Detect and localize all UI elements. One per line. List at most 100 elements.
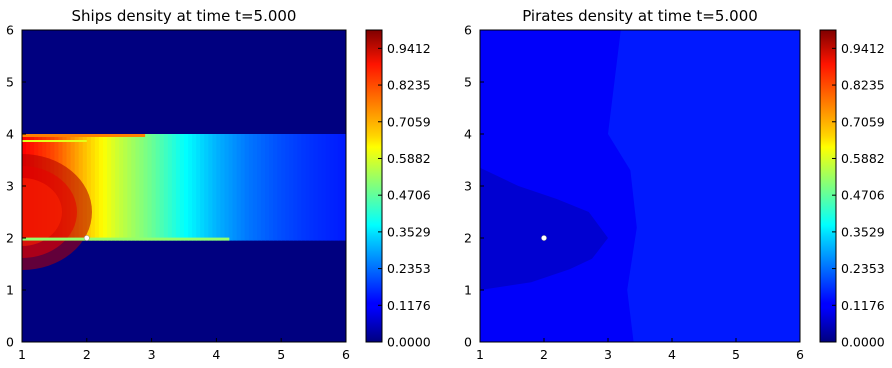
ships-heatmap: [22, 30, 346, 342]
band-cell: [260, 134, 266, 241]
ships-xtick-label: 1: [18, 347, 26, 362]
pirates-cb-tick-label: 0.2353: [841, 261, 885, 276]
band-cell: [228, 134, 234, 241]
band-cell: [256, 134, 262, 241]
pirates-region-left: [480, 167, 608, 290]
ships-cb-tick-label: 0.2353: [387, 261, 431, 276]
pirates-ytick-label: 4: [464, 127, 472, 142]
band-cell: [321, 134, 327, 241]
band-cell: [139, 134, 145, 241]
band-cell: [147, 134, 153, 241]
pirates-ytick-label: 1: [464, 283, 472, 298]
band-cell: [212, 134, 217, 241]
band-cell: [252, 134, 258, 241]
band-cell: [289, 134, 294, 241]
band-streak-1: [22, 134, 146, 137]
ships-ytick-label: 3: [6, 179, 14, 194]
ships-cb-tick-label: 0.5882: [387, 151, 431, 166]
band-cell: [329, 134, 335, 241]
pirates-xtick-label: 4: [668, 347, 676, 362]
band-cell: [151, 134, 157, 241]
ships-xtick-label: 5: [277, 347, 285, 362]
ships-cb-tick-label: 0.4706: [387, 188, 431, 203]
band-cell: [179, 134, 185, 241]
pirates-ytick-label: 0: [464, 335, 472, 350]
pirates-title: Pirates density at time t=5.000: [522, 7, 758, 25]
band-cell: [216, 134, 222, 241]
band-cell: [171, 134, 177, 241]
band-cell: [244, 134, 250, 241]
ships-cb-tick-label: 0.8235: [387, 78, 431, 93]
band-cell: [98, 134, 104, 241]
band-cell: [196, 134, 201, 241]
band-cell: [309, 134, 315, 241]
band-cell: [111, 134, 116, 241]
ships-title: Ships density at time t=5.000: [72, 7, 297, 25]
pirates-ytick-label: 5: [464, 75, 472, 90]
pirates-colorbar: [819, 29, 837, 343]
ships-ytick-label: 4: [6, 127, 14, 142]
pirates-colorbar-ticks: 0.0000 0.1176 0.2353 0.3529 0.4706 0.5882 0.70…: [832, 41, 885, 350]
band-cell: [281, 134, 286, 241]
band-cell: [159, 134, 165, 241]
pirates-marker: [541, 235, 547, 241]
pirates-cb-tick-label: 0.4706: [841, 188, 885, 203]
band-cell: [200, 134, 205, 241]
pirates-ytick-label: 2: [464, 231, 472, 246]
band-cell: [273, 134, 278, 241]
ships-ytick-label: 0: [6, 335, 14, 350]
band-cell: [175, 134, 181, 241]
ships-cb-tick-label: 0.7059: [387, 114, 431, 129]
ships-cb-tick-label: 0.3529: [387, 224, 431, 239]
band-cell: [184, 134, 189, 241]
band-streak-2: [22, 140, 87, 142]
ships-xtick-label: 3: [148, 347, 156, 362]
pirates-xtick-label: 3: [604, 347, 612, 362]
pirates-xtick-label: 5: [732, 347, 740, 362]
band-cell: [277, 134, 282, 241]
pirates-xtick-label: 2: [540, 347, 548, 362]
pirates-cb-tick-label: 0.5882: [841, 151, 885, 166]
band-cell: [220, 134, 226, 241]
pirates-cb-tick-label: 0.0000: [841, 335, 885, 350]
band-cell: [131, 134, 136, 241]
band-cell: [224, 134, 230, 241]
band-lower-edge: [22, 237, 230, 241]
band-cell: [119, 134, 124, 241]
band-cell: [86, 134, 92, 241]
band-cell: [293, 134, 298, 241]
band-cell: [115, 134, 120, 241]
ships-cb-tick-label: 0.0000: [387, 335, 431, 350]
density-core-2: [22, 178, 62, 246]
band-cell: [297, 134, 303, 241]
ships-xtick-label: 2: [83, 347, 91, 362]
pirates-heatmap: [480, 30, 800, 342]
band-cell: [325, 134, 331, 241]
band-cell: [208, 134, 213, 241]
pirates-xtick-label: 6: [796, 347, 804, 362]
pirates-ytick-label: 6: [464, 23, 472, 38]
band-cell: [313, 134, 319, 241]
band-cell: [341, 134, 346, 241]
pirates-cb-tick-label: 0.3529: [841, 224, 885, 239]
band-cell: [163, 134, 169, 241]
pirates-cb-tick-label: 0.1176: [841, 298, 885, 313]
band-cell: [305, 134, 311, 241]
band-cell: [143, 134, 149, 241]
pirates-cb-tick-label: 0.7059: [841, 114, 885, 129]
band-cell: [232, 134, 238, 241]
ships-cb-tick-label: 0.9412: [387, 41, 431, 56]
band-cell: [337, 134, 343, 241]
band-cell: [167, 134, 173, 241]
band-cell: [90, 134, 96, 241]
band-cell: [155, 134, 161, 241]
ships-cb-tick-label: 0.1176: [387, 298, 431, 313]
band-cell: [269, 134, 274, 241]
pirates-xtick-label: 1: [476, 347, 484, 362]
band-cell: [135, 134, 141, 241]
band-cell: [103, 134, 108, 241]
band-cell: [301, 134, 307, 241]
